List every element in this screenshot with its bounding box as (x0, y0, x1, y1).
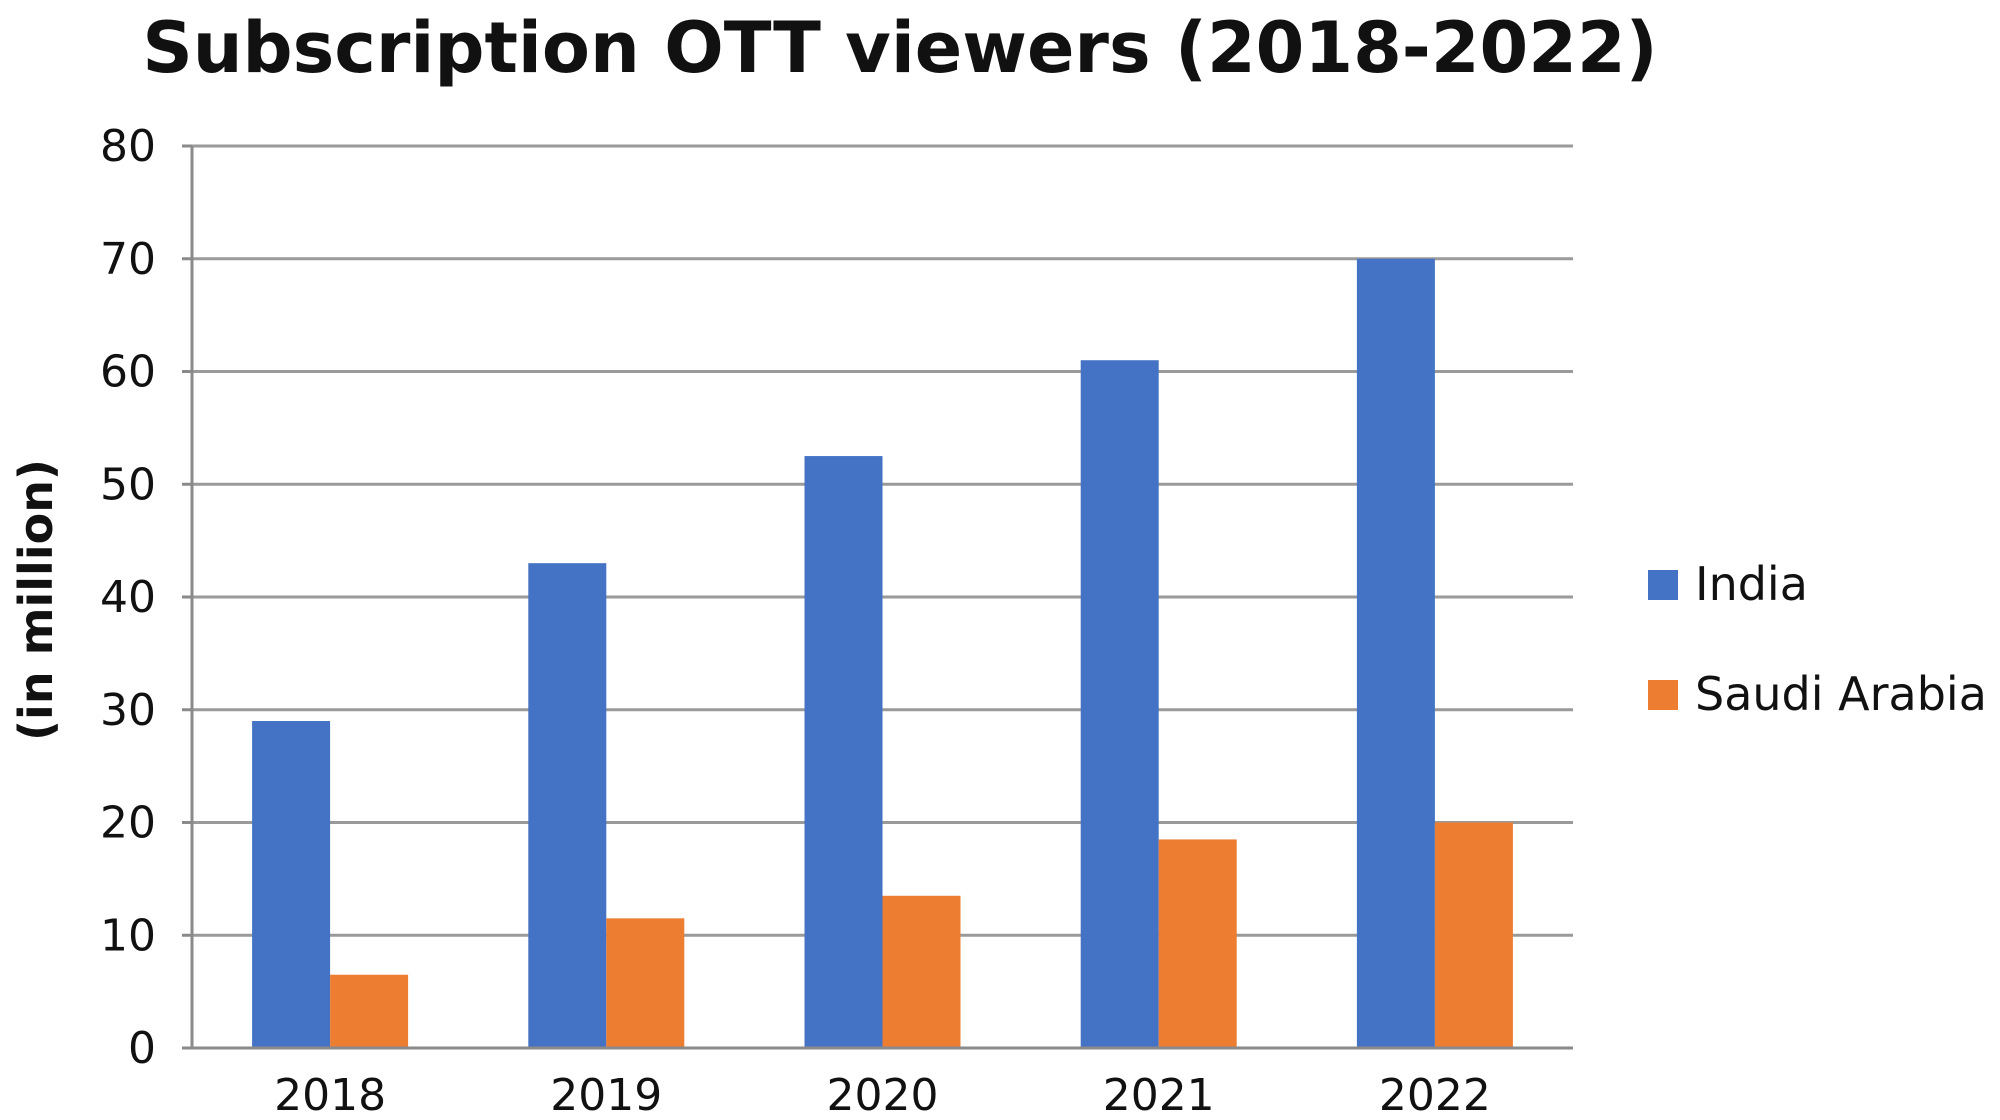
x-tick-label: 2020 (827, 1070, 939, 1120)
y-tick-label: 10 (100, 910, 156, 961)
bar-india-2019 (528, 563, 607, 1048)
legend: India Saudi Arabia (1648, 557, 1987, 721)
bar-india-2021 (1080, 360, 1159, 1049)
x-tick-labels: 2018 2019 2020 2021 2022 (274, 1070, 1491, 1120)
legend-label-india: India (1695, 557, 1808, 611)
x-tick-label: 2019 (550, 1070, 662, 1120)
y-tick-label: 50 (100, 459, 156, 510)
bar-saudi-arabia-2022 (1434, 822, 1513, 1048)
bar-india-2020 (804, 456, 883, 1048)
bars (252, 258, 1513, 1049)
y-tick-label: 30 (100, 685, 156, 736)
y-tick-labels: 0 10 20 30 40 50 60 70 80 (100, 121, 156, 1074)
chart-title: Subscription OTT viewers (2018-2022) (142, 7, 1657, 89)
x-tick-label: 2018 (274, 1070, 386, 1120)
bar-saudi-arabia-2021 (1158, 839, 1237, 1048)
bar-saudi-arabia-2018 (330, 974, 409, 1048)
x-tick-label: 2021 (1103, 1070, 1215, 1120)
y-tick-label: 80 (100, 121, 156, 172)
bar-saudi-arabia-2020 (882, 895, 961, 1048)
y-tick-label: 70 (100, 234, 156, 285)
y-tick-label: 60 (100, 347, 156, 398)
y-axis-label: (in million) (9, 459, 63, 741)
x-tick-label: 2022 (1379, 1070, 1491, 1120)
legend-swatch-saudi-arabia (1648, 680, 1678, 710)
legend-swatch-india (1648, 570, 1678, 600)
bar-india-2018 (252, 721, 331, 1048)
bar-saudi-arabia-2019 (606, 918, 685, 1048)
y-tick-label: 0 (128, 1023, 156, 1074)
y-tick-label: 40 (100, 572, 156, 623)
legend-label-saudi-arabia: Saudi Arabia (1695, 667, 1987, 721)
bar-india-2022 (1356, 258, 1435, 1048)
axes (182, 144, 1573, 1050)
y-tick-label: 20 (100, 798, 156, 849)
